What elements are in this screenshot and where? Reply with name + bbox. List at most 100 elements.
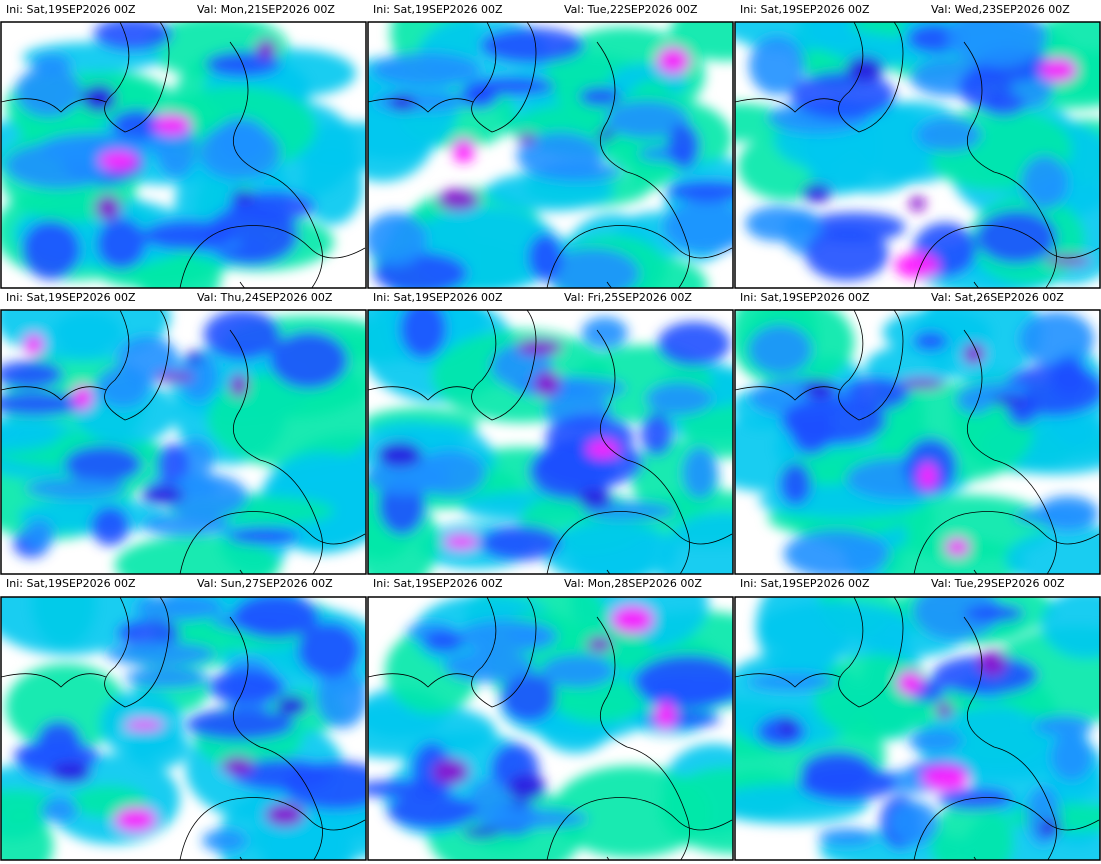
precip-core [231, 190, 256, 203]
forecast-panel: Ini: Sat,19SEP2026 00Z Val: Tue,29SEP2026… [734, 577, 1101, 861]
precip-core [265, 802, 305, 827]
precip-area [913, 331, 948, 351]
precip-core [918, 463, 937, 490]
precip-core [516, 339, 563, 356]
precip-area [96, 218, 146, 270]
map-frame [367, 21, 734, 289]
precip-area [368, 212, 427, 267]
precip-area [207, 370, 366, 468]
precip-core [114, 807, 156, 832]
map [368, 310, 733, 574]
init-time: Ini: Sat,19SEP2026 00Z [6, 291, 136, 304]
precip-core [586, 636, 613, 652]
precip-area [134, 597, 223, 621]
precip-field [1, 597, 366, 860]
precip-area [368, 780, 453, 798]
precip-core [444, 534, 479, 549]
precip-area [1041, 597, 1100, 659]
valid-time: Val: Thu,24SEP2026 00Z [197, 291, 333, 304]
precip-core [185, 351, 203, 364]
forecast-panel: Ini: Sat,19SEP2026 00Z Val: Fri,25SEP2026… [367, 291, 734, 575]
precip-area [207, 669, 286, 705]
precip-core [779, 716, 796, 737]
map [735, 310, 1100, 574]
coastline [368, 98, 474, 113]
precip-area [269, 331, 348, 390]
valid-time: Val: Mon,21SEP2026 00Z [197, 3, 335, 16]
precip-area [124, 667, 209, 689]
precip-area [583, 501, 677, 521]
coastline [735, 98, 841, 113]
valid-time: Val: Sat,26SEP2026 00Z [931, 291, 1064, 304]
init-time: Ini: Sat,19SEP2026 00Z [740, 3, 870, 16]
precip-core [462, 827, 501, 839]
precip-core [1038, 820, 1061, 836]
precip-field [368, 310, 733, 574]
precip-area [64, 445, 142, 483]
precip-area [227, 527, 300, 545]
precip-area [1, 418, 61, 452]
precip-core [377, 442, 423, 468]
coastline [179, 225, 366, 288]
forecast-panel: Ini: Sat,19SEP2026 00Z Val: Tue,22SEP2026… [367, 3, 734, 289]
map-frame [0, 309, 367, 575]
precip-core [256, 39, 277, 59]
precip-area [25, 478, 127, 500]
precip-area [1026, 786, 1061, 846]
precip-area [748, 324, 812, 375]
precip-core [73, 385, 93, 410]
precip-area [163, 473, 248, 519]
coastline [1, 386, 107, 401]
precip-area [423, 630, 464, 653]
forecast-panel: Ini: Sat,19SEP2026 00Z Val: Thu,24SEP2026… [0, 291, 367, 575]
precip-core [611, 605, 654, 634]
coastlines [368, 597, 733, 860]
init-time: Ini: Sat,19SEP2026 00Z [740, 291, 870, 304]
precip-core [656, 47, 690, 74]
precip-field [368, 597, 733, 860]
valid-time: Val: Wed,23SEP2026 00Z [931, 3, 1070, 16]
map [1, 597, 366, 860]
precip-area [666, 180, 733, 203]
precip-area [93, 22, 173, 51]
precip-area [96, 365, 150, 408]
precip-area [976, 210, 1057, 264]
precip-core [507, 773, 546, 801]
precip-area [747, 672, 836, 691]
precip-area [501, 672, 557, 722]
precip-area [18, 498, 169, 534]
precip-area [1050, 733, 1093, 781]
precip-area [798, 765, 897, 802]
coastlines [368, 310, 733, 574]
precip-area [756, 601, 915, 658]
coastline [596, 41, 690, 288]
precip-field [735, 22, 1100, 288]
init-time: Ini: Sat,19SEP2026 00Z [6, 577, 136, 590]
precip-area [179, 350, 219, 402]
init-time: Ini: Sat,19SEP2026 00Z [373, 291, 503, 304]
coastlines [1, 310, 366, 574]
coastline [368, 673, 474, 688]
precip-area [916, 117, 982, 152]
precip-core [1044, 255, 1091, 266]
precip-core [991, 395, 1029, 406]
coastline [838, 22, 904, 133]
precip-area [41, 797, 78, 823]
coastlines [735, 310, 1100, 574]
coastline [963, 616, 1057, 860]
forecast-panel: Ini: Sat,19SEP2026 00Z Val: Sun,27SEP2026… [0, 577, 367, 861]
precip-area [817, 828, 876, 846]
precip-core [152, 113, 192, 136]
coastline [546, 225, 733, 288]
precip-area [142, 220, 237, 251]
coastlines [1, 597, 366, 860]
precip-area [579, 86, 622, 107]
forecast-panel: Ini: Sat,19SEP2026 00Z Val: Wed,23SEP2026… [734, 3, 1101, 289]
precip-area [528, 233, 563, 281]
precip-area [141, 514, 231, 537]
map-frame [367, 596, 734, 861]
coastline [963, 41, 1057, 288]
map-frame [367, 309, 734, 575]
precip-area [1051, 357, 1088, 397]
